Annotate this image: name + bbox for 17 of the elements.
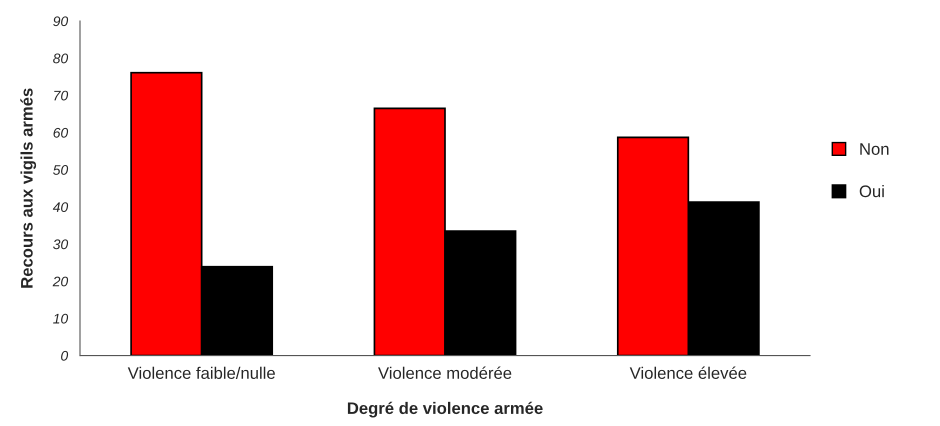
y-tick-label: 70 — [54, 90, 68, 101]
x-tick-label: Violence modérée — [378, 366, 512, 379]
y-tick-label: 80 — [53, 54, 68, 64]
y-tick-label: 30 — [53, 239, 68, 250]
x-tick-label: Violence élevée — [630, 366, 746, 379]
legend-label: Oui — [860, 184, 884, 198]
x-tick-label: Violence faible/nulle — [128, 366, 275, 379]
x-axis-title: Degré de violence armée — [348, 402, 543, 418]
y-axis-title: Recours aux vigils armés — [20, 88, 36, 288]
y-tick-label: 60 — [54, 128, 68, 138]
y-tick-label: 10 — [53, 314, 68, 324]
y-tick-label: 50 — [53, 165, 68, 175]
legend-label: Non — [860, 143, 888, 155]
y-tick-label: 0 — [61, 350, 68, 361]
y-tick-label: 40 — [52, 202, 68, 212]
y-tick-label: 20 — [52, 276, 68, 286]
y-tick-label: 90 — [53, 16, 68, 26]
